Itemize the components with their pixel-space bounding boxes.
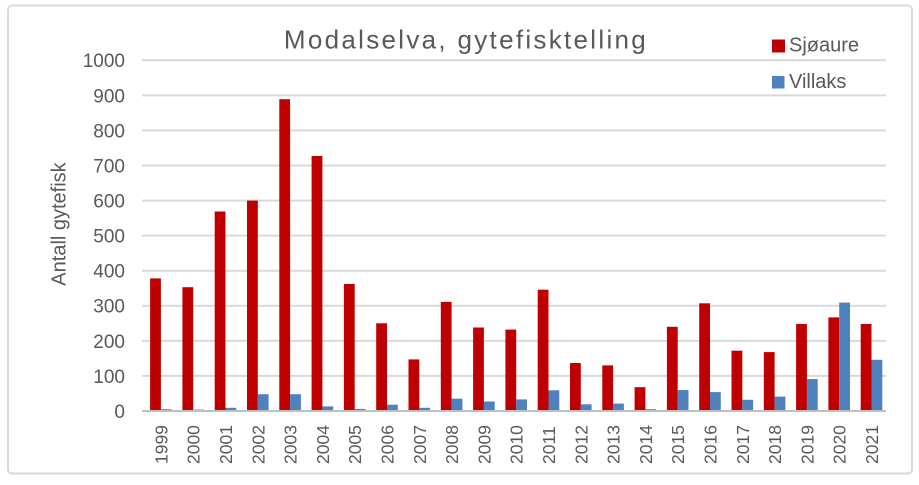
svg-text:800: 800	[93, 121, 125, 142]
svg-text:2014: 2014	[636, 425, 656, 464]
svg-text:2011: 2011	[539, 426, 559, 464]
svg-text:2010: 2010	[507, 425, 527, 464]
svg-text:2016: 2016	[701, 425, 721, 464]
svg-text:1000: 1000	[83, 51, 125, 72]
svg-text:Villaks: Villaks	[789, 71, 846, 93]
svg-text:2000: 2000	[184, 425, 204, 464]
svg-text:2007: 2007	[410, 425, 430, 464]
svg-text:1999: 1999	[151, 425, 171, 464]
svg-text:700: 700	[93, 156, 125, 177]
svg-text:200: 200	[93, 332, 125, 353]
svg-text:600: 600	[93, 192, 125, 213]
svg-text:2021: 2021	[862, 425, 882, 464]
svg-text:2003: 2003	[281, 425, 301, 464]
svg-text:900: 900	[93, 86, 125, 107]
svg-text:2012: 2012	[571, 425, 591, 464]
svg-text:Modalselva, gytefisktelling: Modalselva, gytefisktelling	[284, 25, 648, 55]
svg-text:2015: 2015	[668, 425, 688, 464]
svg-text:2006: 2006	[378, 425, 398, 464]
svg-text:400: 400	[93, 262, 125, 283]
svg-text:300: 300	[93, 297, 125, 318]
svg-text:2018: 2018	[765, 425, 785, 464]
svg-text:2017: 2017	[733, 425, 753, 464]
svg-text:Sjøaure: Sjøaure	[789, 35, 859, 57]
svg-text:2020: 2020	[830, 425, 850, 464]
svg-text:2002: 2002	[248, 425, 268, 464]
svg-text:2009: 2009	[474, 425, 494, 464]
svg-text:2008: 2008	[442, 425, 462, 464]
svg-text:2005: 2005	[345, 425, 365, 464]
svg-text:2013: 2013	[604, 425, 624, 464]
svg-text:0: 0	[114, 402, 125, 423]
svg-text:2004: 2004	[313, 425, 333, 464]
svg-text:Antall gytefisk: Antall gytefisk	[49, 161, 71, 285]
svg-text:500: 500	[93, 227, 125, 248]
svg-text:2001: 2001	[216, 425, 236, 464]
svg-text:100: 100	[93, 367, 125, 388]
svg-text:2019: 2019	[797, 425, 817, 464]
